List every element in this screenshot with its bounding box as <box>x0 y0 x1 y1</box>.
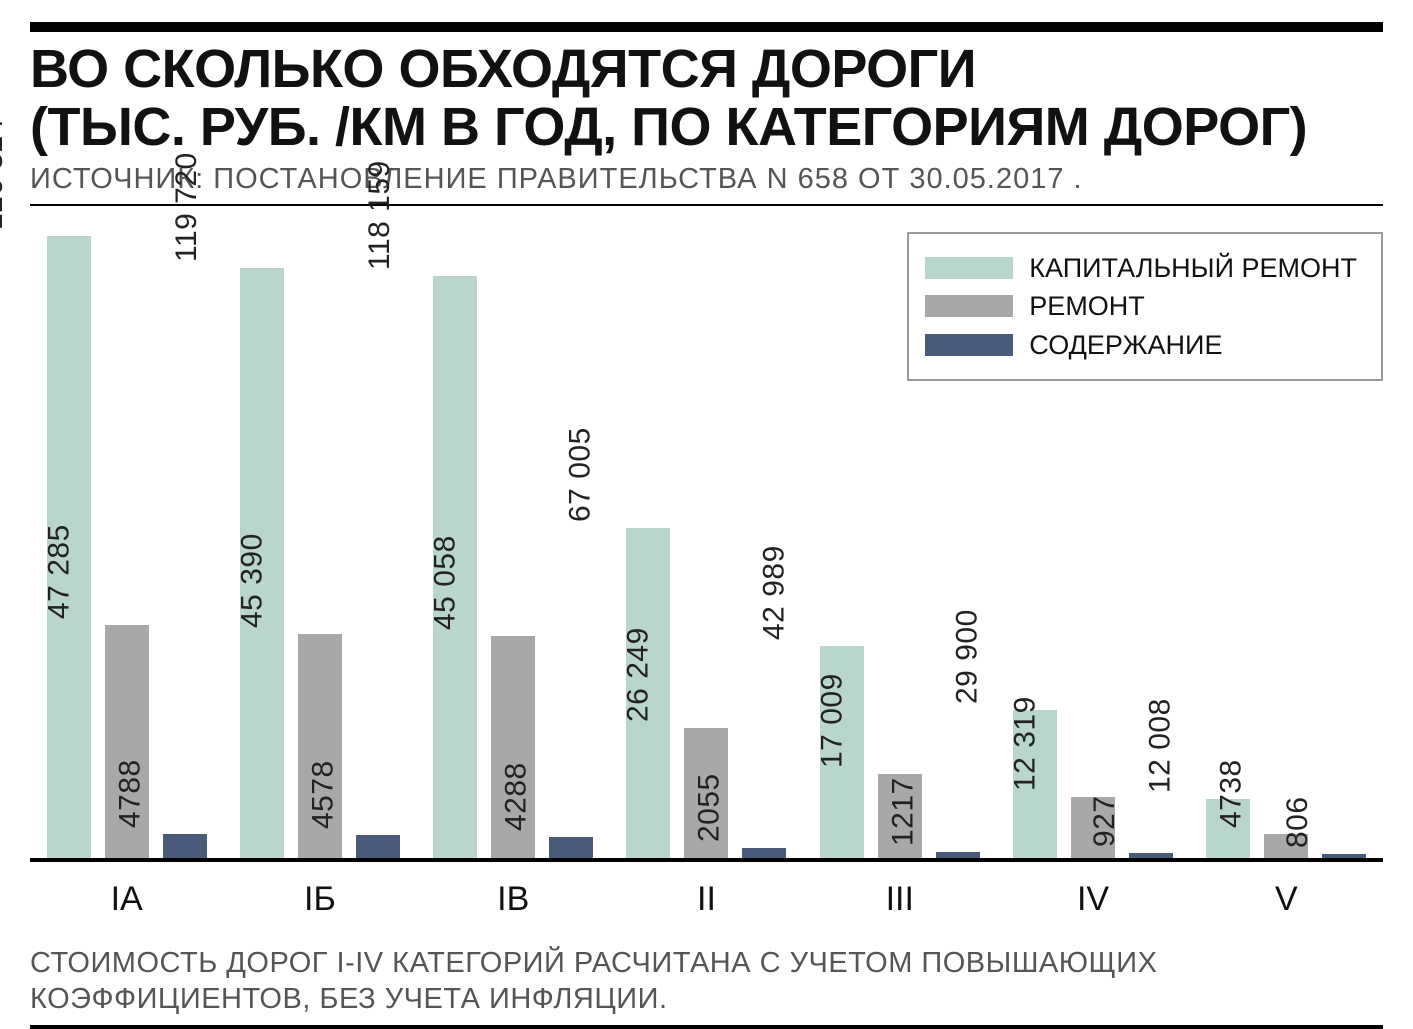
title-line1: ВО СКОЛЬКО ОБХОДЯТСЯ ДОРОГИ <box>30 39 976 99</box>
bar-maint: 1217 <box>936 852 980 858</box>
bar-group: 118 15945 0584288 <box>417 218 610 858</box>
chart-container: КАПИТАЛЬНЫЙ РЕМОНТ РЕМОНТ СОДЕРЖАНИЕ 126… <box>30 204 1383 860</box>
x-axis: IАIБIВIIIIIIVV <box>30 860 1383 933</box>
bar-value-label: 42 989 <box>757 545 791 646</box>
bar-value-label: 1217 <box>886 777 920 852</box>
x-axis-label: IВ <box>417 862 610 933</box>
bar-value-label: 17 009 <box>815 673 849 774</box>
bar-value-label: 12 319 <box>1009 696 1043 797</box>
x-axis-label: V <box>1190 862 1383 933</box>
footnote: СТОИМОСТЬ ДОРОГ I-IV КАТЕГОРИЙ РАСЧИТАНА… <box>30 945 1383 1018</box>
bar-group: 12 0084738806 <box>1190 218 1383 858</box>
bar-value-label: 126 324 <box>0 118 10 236</box>
chart-title: ВО СКОЛЬКО ОБХОДЯТСЯ ДОРОГИ (ТЫС. РУБ. /… <box>30 40 1383 157</box>
source-line: ИСТОЧНИК: ПОСТАНОВЛЕНИЕ ПРАВИТЕЛЬСТВА N … <box>30 163 1383 196</box>
bar-value-label: 45 390 <box>236 533 270 634</box>
bar-value-label: 806 <box>1282 796 1316 854</box>
bar-maint: 4788 <box>163 834 207 858</box>
bar-value-label: 4288 <box>500 762 534 837</box>
bar-maint: 927 <box>1129 853 1173 858</box>
bar-value-label: 45 058 <box>429 535 463 636</box>
bar-value-label: 118 159 <box>363 160 397 276</box>
x-axis-label: IБ <box>223 862 416 933</box>
bar-value-label: 47 285 <box>42 524 76 625</box>
bar-group: 67 00526 2492055 <box>610 218 803 858</box>
bar-value-label: 26 249 <box>622 628 656 729</box>
plot-area: КАПИТАЛЬНЫЙ РЕМОНТ РЕМОНТ СОДЕРЖАНИЕ 126… <box>30 218 1383 858</box>
bar-value-label: 67 005 <box>564 427 598 528</box>
bar-value-label: 4738 <box>1215 760 1249 835</box>
bar-value-label: 29 900 <box>951 610 985 711</box>
top-rule <box>30 22 1383 32</box>
bar-maint: 4578 <box>356 835 400 858</box>
title-line2: (ТЫС. РУБ. /КМ В ГОД, ПО КАТЕГОРИЯМ ДОРО… <box>30 97 1307 157</box>
bar-group: 119 72045 3904578 <box>223 218 416 858</box>
bar-value-label: 12 008 <box>1144 698 1178 799</box>
x-axis-label: III <box>803 862 996 933</box>
bottom-rule <box>30 1025 1383 1029</box>
x-axis-label: IV <box>996 862 1189 933</box>
bar-value-label: 2055 <box>693 773 727 848</box>
x-axis-label: II <box>610 862 803 933</box>
x-axis-label: IА <box>30 862 223 933</box>
bar-group: 126 32447 2854788 <box>30 218 223 858</box>
bar-maint: 806 <box>1322 854 1366 858</box>
bar-value-label: 119 720 <box>170 153 204 269</box>
bar-groups: 126 32447 2854788119 72045 3904578118 15… <box>30 218 1383 858</box>
bar-value-label: 927 <box>1088 796 1122 854</box>
bar-maint: 2055 <box>742 848 786 858</box>
bar-maint: 4288 <box>549 837 593 858</box>
bar-group: 42 98917 0091217 <box>803 218 996 858</box>
bar-value-label: 4578 <box>307 760 341 835</box>
chart-page: ВО СКОЛЬКО ОБХОДЯТСЯ ДОРОГИ (ТЫС. РУБ. /… <box>0 0 1413 1018</box>
bar-value-label: 4788 <box>113 759 147 834</box>
